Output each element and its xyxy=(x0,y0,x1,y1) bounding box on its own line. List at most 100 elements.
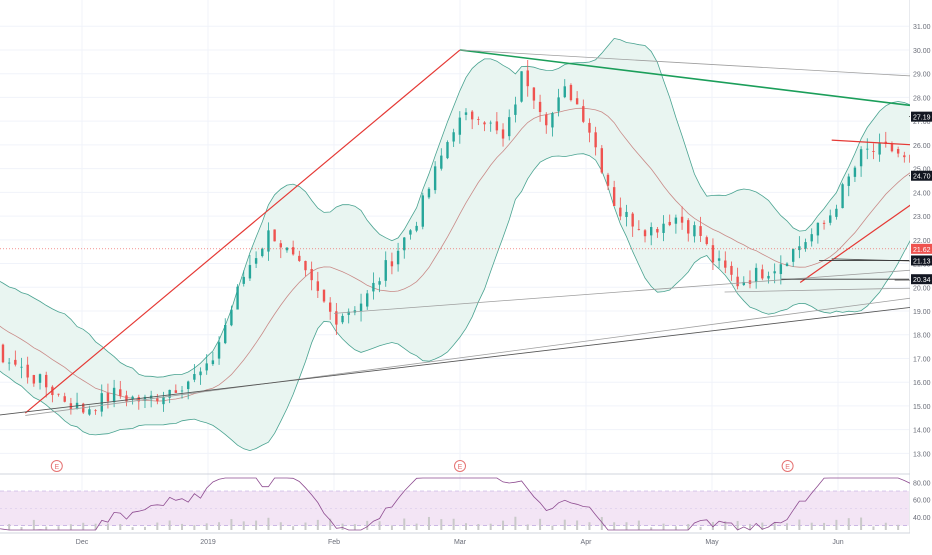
volume-bar xyxy=(847,518,850,530)
price-tick-label: 30.00 xyxy=(913,48,931,55)
candle-body xyxy=(791,248,795,262)
level-tag-label: 24.70 xyxy=(913,174,931,181)
candle xyxy=(847,173,850,197)
candle xyxy=(452,128,455,147)
candle-body xyxy=(409,230,412,235)
candle xyxy=(100,384,103,417)
candle xyxy=(217,336,221,365)
candle xyxy=(730,261,733,281)
candle-body xyxy=(310,268,313,281)
price-tick-label: 26.00 xyxy=(913,143,931,150)
candle xyxy=(137,394,141,410)
candle xyxy=(810,228,813,247)
rsi-tick-label: 60.00 xyxy=(913,498,931,505)
candle-body xyxy=(847,176,850,186)
candle-body xyxy=(619,207,622,217)
candle-body xyxy=(606,174,610,186)
volume-bar xyxy=(860,517,863,530)
candle-body xyxy=(662,223,665,233)
trendline-red xyxy=(24,49,461,414)
candle-body xyxy=(501,129,505,139)
candle-body xyxy=(724,260,727,268)
candle-body xyxy=(625,211,628,218)
candle-body xyxy=(384,260,387,281)
candle xyxy=(94,409,97,415)
candle-body xyxy=(427,188,431,198)
volume-bar xyxy=(489,523,492,530)
candle xyxy=(662,215,665,242)
candle xyxy=(199,367,202,385)
candle-body xyxy=(335,311,338,325)
candle xyxy=(835,204,838,220)
candle-body xyxy=(878,143,881,155)
candle-body xyxy=(32,375,36,384)
volume-bar xyxy=(57,526,60,530)
earnings-marker: E xyxy=(50,460,63,472)
volume-bar xyxy=(711,521,714,530)
candle-body xyxy=(433,166,437,191)
candle xyxy=(230,305,233,327)
earnings-letter: E xyxy=(458,464,463,471)
volume-bar xyxy=(588,522,591,530)
candle xyxy=(656,227,659,238)
bollinger-bands xyxy=(0,37,932,452)
candle-body xyxy=(582,106,585,122)
candle xyxy=(7,358,11,371)
volume-bar xyxy=(69,524,72,530)
volume-bar xyxy=(316,519,319,530)
volume-bar xyxy=(798,519,801,530)
candle-body xyxy=(57,393,60,395)
candle-body xyxy=(822,222,826,224)
candle-body xyxy=(396,250,400,265)
last-price-tag: 21.62 xyxy=(911,243,932,254)
candle-body xyxy=(106,393,110,402)
volume-bar xyxy=(20,526,23,530)
last-price-tag-bg xyxy=(911,243,932,254)
candle-body xyxy=(230,309,233,326)
candle-body xyxy=(699,226,702,236)
volume-bar xyxy=(366,520,369,530)
candle-body xyxy=(143,396,147,401)
time-tick-label: May xyxy=(705,539,719,546)
candle xyxy=(291,240,295,256)
candle xyxy=(545,112,548,134)
candle-body xyxy=(656,228,659,233)
candle-body xyxy=(470,111,474,120)
last-price-tag-label: 21.62 xyxy=(913,247,931,254)
candle xyxy=(896,146,900,158)
candle-body xyxy=(736,276,739,287)
candle-body xyxy=(779,264,783,275)
candle xyxy=(119,380,122,399)
candle xyxy=(446,140,449,160)
price-tick-label: 23.00 xyxy=(913,214,931,221)
volume-bar xyxy=(205,523,208,530)
level-tag: 27.19 xyxy=(911,111,932,122)
price-tick-label: 14.00 xyxy=(913,428,931,435)
volume-bar xyxy=(329,518,332,530)
volume-bar xyxy=(724,521,727,530)
candle xyxy=(495,112,499,135)
trendline-green xyxy=(459,49,932,109)
volume-bar xyxy=(810,522,813,530)
candle-body xyxy=(174,390,178,393)
candle-body xyxy=(896,149,900,154)
price-tick-label: 16.00 xyxy=(913,380,931,387)
candle xyxy=(680,206,684,230)
candle xyxy=(575,91,579,105)
candle xyxy=(26,356,29,384)
candle xyxy=(551,111,554,137)
candle xyxy=(699,216,702,243)
candle-body xyxy=(291,247,295,255)
candle-body xyxy=(569,84,573,101)
candle xyxy=(878,133,881,162)
volume-bar xyxy=(539,518,542,530)
price-tick-label: 19.00 xyxy=(913,309,931,316)
candle-body xyxy=(464,112,468,115)
moving-average xyxy=(0,107,932,402)
candle-body xyxy=(773,271,776,274)
candle-body xyxy=(347,311,350,315)
candle xyxy=(20,357,23,379)
price-tick-label: 28.00 xyxy=(913,95,931,102)
